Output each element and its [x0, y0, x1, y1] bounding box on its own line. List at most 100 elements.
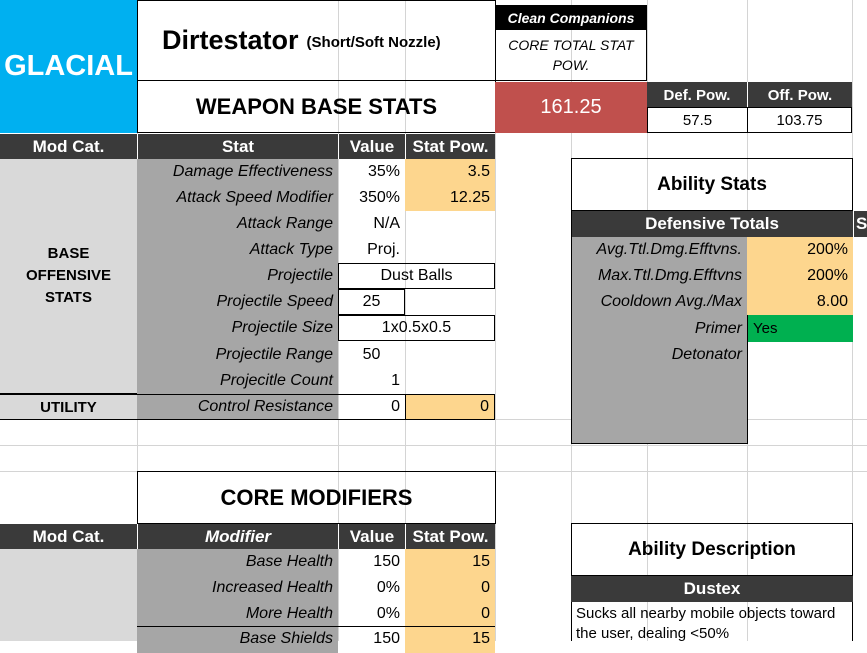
def-pow-value-text: 57.5 — [682, 111, 713, 129]
base-header-mod-cat: Mod Cat. — [0, 134, 137, 159]
category-base-offensive-label: BASE OFFENSIVE STATS — [25, 245, 111, 306]
stat-value-cell[interactable]: 350% — [338, 185, 405, 211]
stat-pow-value: 0 — [480, 398, 489, 415]
ability-stats-title-text: Ability Stats — [657, 173, 767, 195]
stat-label-text: Attack Type — [249, 241, 333, 258]
ability-name: Dustex — [683, 579, 741, 598]
ability-stats-mid-border — [747, 315, 748, 444]
stat-value-cell[interactable]: N/A — [338, 211, 405, 237]
ability-stat-label-text: Avg.Ttl.Dmg.Efftvns. — [596, 241, 742, 258]
ability-stat-value-cell[interactable]: 8.00 — [747, 289, 853, 315]
header-stat-label: Stat — [221, 136, 255, 156]
stat-label-text: Projectile Speed — [216, 293, 333, 310]
base-header-value: Value — [338, 134, 405, 159]
clean-companions-label: Clean Companions — [495, 5, 647, 30]
stat-label: Projectile Range — [137, 341, 338, 368]
stat-value-cell-wide[interactable]: 1x0.5x0.5 — [338, 315, 495, 341]
stat-value-cell[interactable]: 0 — [338, 394, 405, 420]
off-pow-header: Off. Pow. — [747, 82, 852, 108]
stat-value-cell[interactable]: 50 — [338, 341, 405, 368]
off-pow-label: Off. Pow. — [767, 86, 833, 104]
clean-companions-text: Clean Companions — [507, 9, 635, 26]
modifier-pow-value: 15 — [472, 630, 490, 647]
primer-label: Primer — [571, 315, 747, 342]
stat-pow-cell[interactable]: 0 — [405, 394, 495, 420]
category-base-offensive: BASE OFFENSIVE STATS — [0, 159, 137, 394]
stat-label: Projectile — [137, 263, 338, 289]
ability-description-body[interactable]: Sucks all nearby mobile objects toward t… — [571, 602, 853, 641]
stat-value-cell-wide[interactable]: Dust Balls — [338, 263, 495, 289]
modifier-label-text: Base Shields — [239, 630, 333, 647]
off-pow-value: 103.75 — [747, 107, 852, 133]
core-header-mod-cat: Mod Cat. — [0, 524, 137, 549]
stat-value: Dust Balls — [380, 267, 453, 284]
stat-value-cell[interactable]: 25 — [338, 289, 405, 315]
core-header-value: Value — [338, 524, 405, 549]
modifier-value-cell[interactable]: 150 — [338, 549, 405, 575]
modifier-label-text: More Health — [245, 604, 333, 622]
stat-value: 0 — [391, 398, 400, 415]
weapon-title-cell: Dirtestator (Short/Soft Nozzle) — [137, 0, 496, 81]
stat-pow-cell[interactable]: 12.25 — [405, 185, 495, 211]
def-pow-label: Def. Pow. — [663, 86, 731, 104]
modifier-pow-value: 0 — [481, 604, 490, 622]
modifier-value-cell[interactable]: 150 — [338, 627, 405, 653]
core-total-label: CORE TOTAL STAT POW. — [495, 29, 647, 81]
element-label: GLACIAL — [4, 50, 133, 82]
modifier-pow-cell[interactable]: 15 — [405, 627, 495, 653]
ability-stat-value-cell[interactable]: 200% — [747, 263, 853, 289]
base-header-stat-pow: Stat Pow. — [405, 134, 495, 159]
ability-description-title: Ability Description — [571, 523, 853, 576]
ability-stats-empty-block — [571, 368, 747, 444]
core-header-mod-cat-label: Mod Cat. — [32, 526, 105, 546]
ability-stat-label-text: Max.Ttl.Dmg.Efftvns — [597, 267, 742, 284]
core-total-value: 161.25 — [495, 82, 647, 133]
stat-label-text: Attack Range — [236, 215, 333, 232]
core-modifiers-title: CORE MODIFIERS — [137, 471, 496, 524]
modifier-value-cell[interactable]: 0% — [338, 575, 405, 601]
stat-value-cell[interactable]: 35% — [338, 159, 405, 185]
stat-label-text: Projectile Range — [215, 345, 333, 363]
stat-value: 50 — [362, 345, 381, 363]
stat-label-text: Damage Effectiveness — [172, 163, 333, 180]
modifier-pow-cell[interactable]: 0 — [405, 601, 495, 627]
stat-value: 350% — [359, 189, 400, 206]
modifier-pow-cell[interactable]: 15 — [405, 549, 495, 575]
section-title: WEAPON BASE STATS — [137, 80, 496, 133]
modifier-pow-cell[interactable]: 0 — [405, 575, 495, 601]
stat-label-text: Projectile Size — [231, 319, 333, 336]
stat-value: N/A — [373, 215, 400, 232]
ability-stat-value-cell[interactable]: 200% — [747, 237, 853, 263]
modifier-value-cell[interactable]: 0% — [338, 601, 405, 627]
modifier-pow-value: 0 — [481, 579, 490, 596]
stat-label: Projectile Size — [137, 315, 338, 341]
stat-value: 1x0.5x0.5 — [381, 319, 452, 336]
modifier-label-text: Base Health — [245, 553, 333, 570]
primer-value-cell[interactable]: Yes — [747, 315, 853, 342]
primer-label-text: Primer — [694, 319, 742, 337]
header-stat-pow-label: Stat Pow. — [412, 136, 489, 156]
stat-pow-cell[interactable]: 3.5 — [405, 159, 495, 185]
stat-value: Proj. — [367, 241, 400, 258]
stat-label: Damage Effectiveness — [137, 159, 338, 185]
defensive-totals-label: Defensive Totals — [645, 214, 779, 233]
stat-label-text: Projectile — [267, 267, 333, 284]
stat-label: Projectile Speed — [137, 289, 338, 315]
modifier-label: Base Shields — [137, 627, 338, 653]
stat-label: Attack Speed Modifier — [137, 185, 338, 211]
next-column-header: S — [853, 211, 867, 237]
stat-value-cell[interactable]: Proj. — [338, 237, 405, 263]
modifier-label-text: Increased Health — [212, 579, 333, 596]
core-total-label-text: CORE TOTAL STAT POW. — [508, 37, 634, 73]
weapon-variant: (Short/Soft Nozzle) — [306, 34, 441, 51]
stat-pow-value: 12.25 — [449, 189, 490, 206]
ability-stat-label: Cooldown Avg./Max — [571, 289, 747, 315]
ability-stat-label-text: Cooldown Avg./Max — [600, 293, 742, 310]
stat-label: Attack Type — [137, 237, 338, 263]
core-header-stat-pow: Stat Pow. — [405, 524, 495, 549]
core-header-modifier: Modifier — [137, 524, 338, 549]
stat-value: 25 — [362, 293, 381, 310]
def-pow-value: 57.5 — [647, 107, 748, 133]
stat-value-cell[interactable]: 1 — [338, 368, 405, 394]
modifier-value: 0% — [376, 604, 400, 622]
